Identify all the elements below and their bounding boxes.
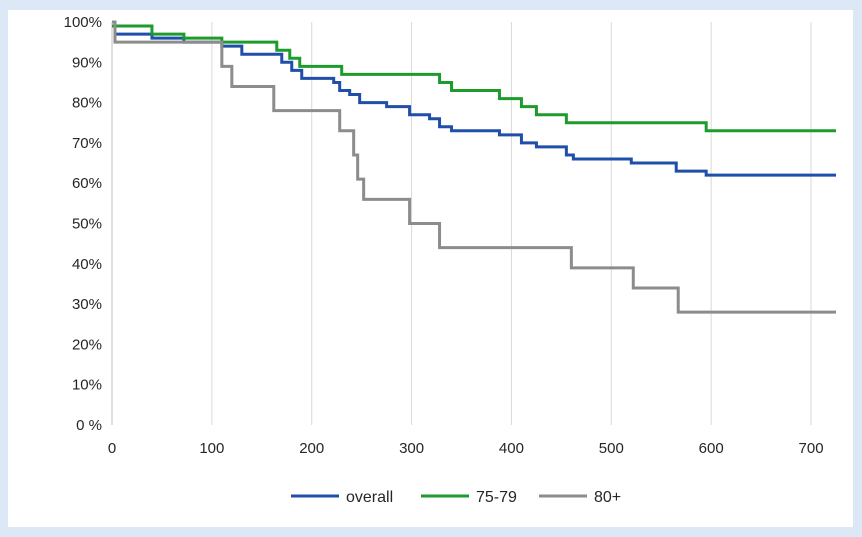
series-line-80+ — [112, 20, 836, 314]
x-tick-labels: 0 100 200 300 400 500 600 700 — [108, 440, 824, 457]
series-line-overall — [112, 20, 836, 177]
x-tick-label: 500 — [599, 440, 624, 457]
legend: overall 75-79 80+ — [291, 489, 621, 506]
x-tick-label: 400 — [499, 440, 524, 457]
y-tick-label: 40% — [72, 256, 102, 273]
legend-label: 80+ — [594, 489, 621, 506]
y-tick-labels: 0 % 10% 20% 30% 40% 50% 60% 70% 80% 90% 100% — [64, 14, 102, 434]
y-tick-label: 20% — [72, 336, 102, 353]
x-tick-label: 200 — [299, 440, 324, 457]
chart-panel: 0 % 10% 20% 30% 40% 50% 60% 70% 80% 90% 100% 0 100 2… — [8, 10, 853, 527]
y-tick-label: 30% — [72, 296, 102, 313]
y-tick-label: 50% — [72, 216, 102, 233]
legend-label: overall — [346, 489, 393, 506]
series-line-75-79 — [112, 24, 836, 133]
y-tick-label: 100% — [64, 14, 102, 31]
x-tick-label: 0 — [108, 440, 116, 457]
x-tick-label: 300 — [399, 440, 424, 457]
x-tick-label: 100 — [199, 440, 224, 457]
y-tick-label: 70% — [72, 135, 102, 152]
x-tick-label: 700 — [799, 440, 824, 457]
y-tick-label: 60% — [72, 175, 102, 192]
y-tick-label: 0 % — [76, 417, 102, 434]
survival-chart: 0 % 10% 20% 30% 40% 50% 60% 70% 80% 90% 100% 0 100 2… — [64, 14, 836, 506]
x-tick-label: 600 — [699, 440, 724, 457]
series-lines — [112, 20, 836, 314]
y-tick-label: 90% — [72, 54, 102, 71]
y-tick-label: 80% — [72, 95, 102, 112]
grid-lines — [211, 22, 812, 425]
legend-label: 75-79 — [476, 489, 517, 506]
y-tick-label: 10% — [72, 377, 102, 394]
